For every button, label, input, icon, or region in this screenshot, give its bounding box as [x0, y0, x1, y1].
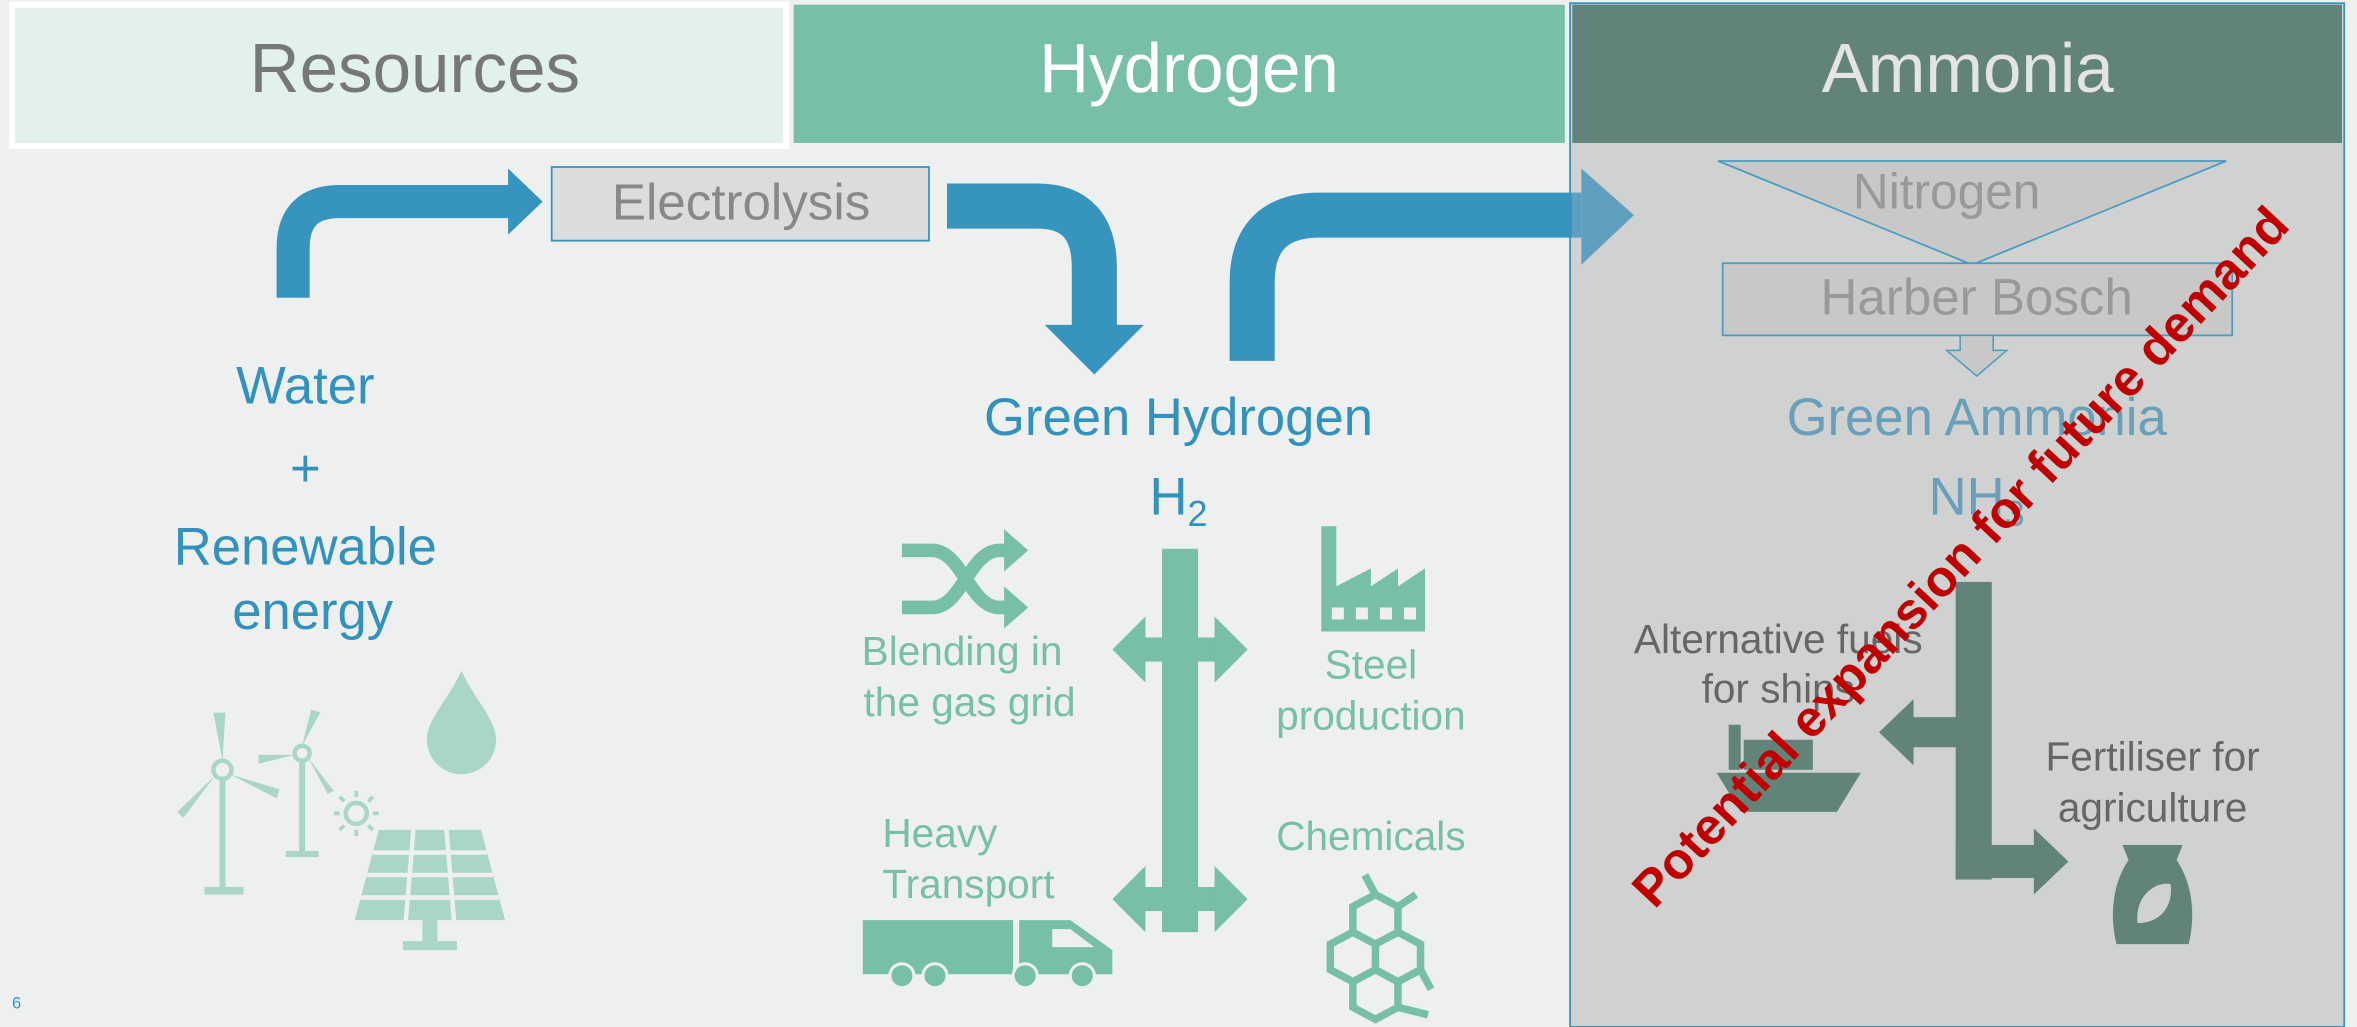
formula-base: H	[1149, 468, 1187, 527]
hydrogen-label: Green Hydrogen	[984, 388, 1373, 447]
text-line: Steel	[1325, 641, 1418, 687]
arrow-shaft	[1135, 887, 1225, 911]
process-label: Electrolysis	[612, 174, 870, 231]
arrow-shaft	[1135, 638, 1225, 662]
arrow-shaft	[1162, 549, 1198, 932]
text-line: Fertiliser for	[2045, 733, 2259, 779]
turbine-tower	[299, 761, 305, 857]
header-title: Resources	[250, 29, 580, 107]
truck-wheel	[890, 964, 914, 988]
slide: Resources Hydrogen Ammonia Electrolysis …	[0, 0, 2357, 1027]
truck-wheel	[923, 964, 947, 988]
text-line: Renewable	[174, 517, 437, 576]
use-label: Chemicals	[1276, 813, 1465, 859]
process-label: Nitrogen	[1853, 164, 2040, 220]
text-line: Blending in	[862, 628, 1063, 674]
header-title: Hydrogen	[1039, 29, 1339, 107]
text-line: Heavy	[882, 810, 998, 856]
page-number: 6	[12, 994, 21, 1013]
formula-subscript: 2	[1187, 492, 1207, 533]
truck-wheel	[1070, 964, 1094, 988]
text-line: agriculture	[2058, 784, 2247, 830]
header-title: Ammonia	[1822, 29, 2115, 107]
text-line: Water	[236, 356, 374, 415]
truck-wheel	[1013, 964, 1037, 988]
text-line: Chemicals	[1276, 813, 1465, 859]
text-line: production	[1276, 692, 1466, 738]
header: Resources Hydrogen Ammonia	[12, 5, 2342, 146]
text-line: +	[290, 439, 321, 498]
arrow-shaft	[1956, 845, 2039, 878]
text-line: energy	[232, 582, 394, 641]
text-line: Transport	[882, 861, 1054, 907]
solar-stand	[403, 941, 457, 950]
turbine-base	[204, 887, 243, 895]
page: Hydrogen and Ammonia value chain { "head…	[0, 0, 2357, 1027]
process-label: Harber Bosch	[1820, 268, 2132, 325]
turbine-tower	[219, 779, 225, 893]
arrow-shaft	[1909, 717, 1969, 747]
solar-stand	[422, 920, 437, 941]
turbine-base	[286, 851, 319, 857]
body: Resources Hydrogen Ammonia Electrolysis …	[0, 0, 2357, 1027]
text-line: the gas grid	[864, 679, 1076, 725]
